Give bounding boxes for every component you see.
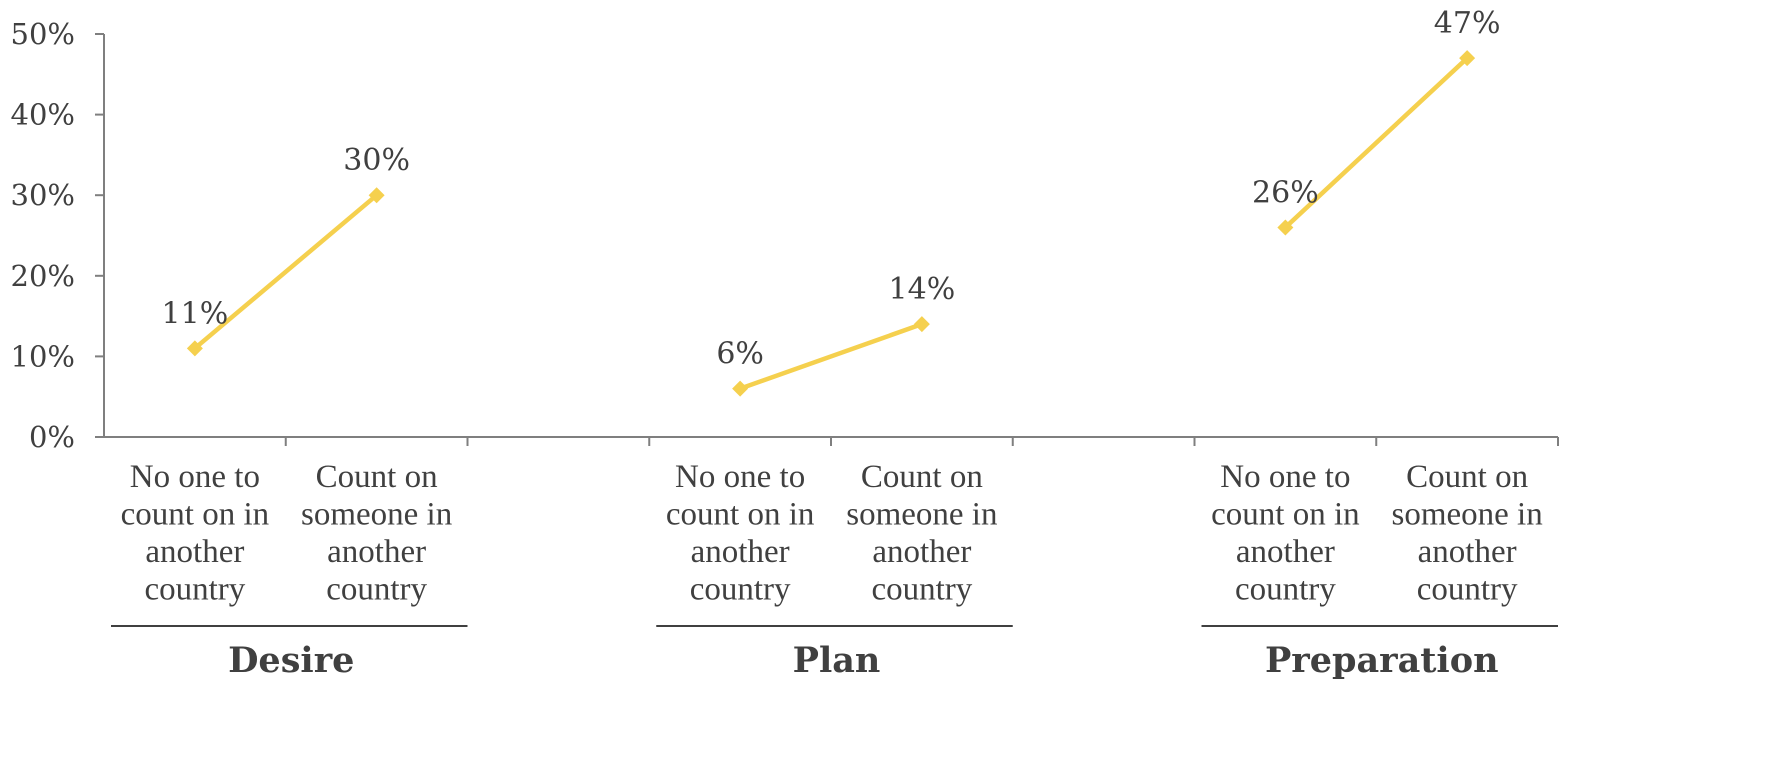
group-label-plan: Plan <box>793 640 881 681</box>
data-point-marker <box>913 316 930 333</box>
data-label: 14% <box>889 272 956 307</box>
data-point-marker <box>368 187 385 204</box>
x-category-label: Count on someone in another country <box>301 459 452 608</box>
data-label: 26% <box>1252 175 1319 210</box>
x-category-label-line: another <box>691 534 790 570</box>
x-category-label-line: another <box>327 534 426 570</box>
x-category-label-line: someone in <box>1392 497 1543 533</box>
x-category-label-line: Count on <box>861 459 983 495</box>
data-point-marker <box>1277 219 1294 236</box>
data-label: 6% <box>716 337 764 372</box>
x-category-label-line: another <box>145 534 244 570</box>
data-point-marker <box>1459 50 1476 67</box>
x-category-label: No one to count on in another country <box>1211 459 1359 608</box>
x-category-label-line: country <box>144 572 245 608</box>
series-line-plan <box>737 321 925 391</box>
x-category-label-line: someone in <box>301 497 452 533</box>
x-category-label-line: country <box>871 572 972 608</box>
x-category-label-line: count on in <box>121 497 269 533</box>
x-category-label-line: another <box>1418 534 1517 570</box>
x-category-label-line: country <box>1235 572 1336 608</box>
x-category-label-line: count on in <box>666 497 814 533</box>
y-tick-label: 0% <box>29 420 75 454</box>
x-category-label-line: country <box>1417 572 1518 608</box>
x-category-label-line: count on in <box>1211 497 1359 533</box>
x-category-label-line: No one to <box>1220 459 1350 495</box>
x-category-label-line: another <box>1236 534 1335 570</box>
data-point-marker <box>186 340 203 357</box>
x-category-label-line: No one to <box>130 459 260 495</box>
group-label-preparation: Preparation <box>1265 640 1499 681</box>
x-category-label: No one to count on in another country <box>666 459 814 608</box>
data-label: 30% <box>343 143 410 178</box>
x-category-label-line: country <box>326 572 427 608</box>
x-category-label: Count on someone in another country <box>846 459 997 608</box>
x-category-label: No one to count on in another country <box>121 459 269 608</box>
data-label: 47% <box>1434 6 1501 41</box>
y-tick-label: 20% <box>11 259 75 293</box>
data-label: 11% <box>162 296 229 331</box>
x-category-label-line: someone in <box>846 497 997 533</box>
series-line-desire <box>192 192 379 351</box>
x-category-label-line: another <box>872 534 971 570</box>
group-labels: Desire Plan Preparation <box>111 625 1558 681</box>
y-tick-label: 40% <box>11 98 75 132</box>
data-labels: 11% 30% 6% 14% 26% 47% <box>162 6 1501 371</box>
x-category-label: Count on someone in another country <box>1392 459 1543 608</box>
x-category-label-line: Count on <box>1406 459 1528 495</box>
x-category-label-line: country <box>690 572 791 608</box>
y-axis: 0% 10% 20% 30% 40% 50% <box>11 17 105 454</box>
x-category-label-line: No one to <box>675 459 805 495</box>
x-category-label-line: Count on <box>316 459 438 495</box>
x-axis: No one to count on in another countryCount … <box>104 436 1559 608</box>
y-tick-label: 30% <box>11 178 75 212</box>
y-tick-label: 10% <box>11 339 75 373</box>
series-lines <box>186 50 1476 397</box>
group-label-desire: Desire <box>228 640 354 681</box>
y-tick-label: 50% <box>11 17 75 51</box>
series-line-preparation <box>1283 55 1470 230</box>
data-point-marker <box>732 380 749 397</box>
